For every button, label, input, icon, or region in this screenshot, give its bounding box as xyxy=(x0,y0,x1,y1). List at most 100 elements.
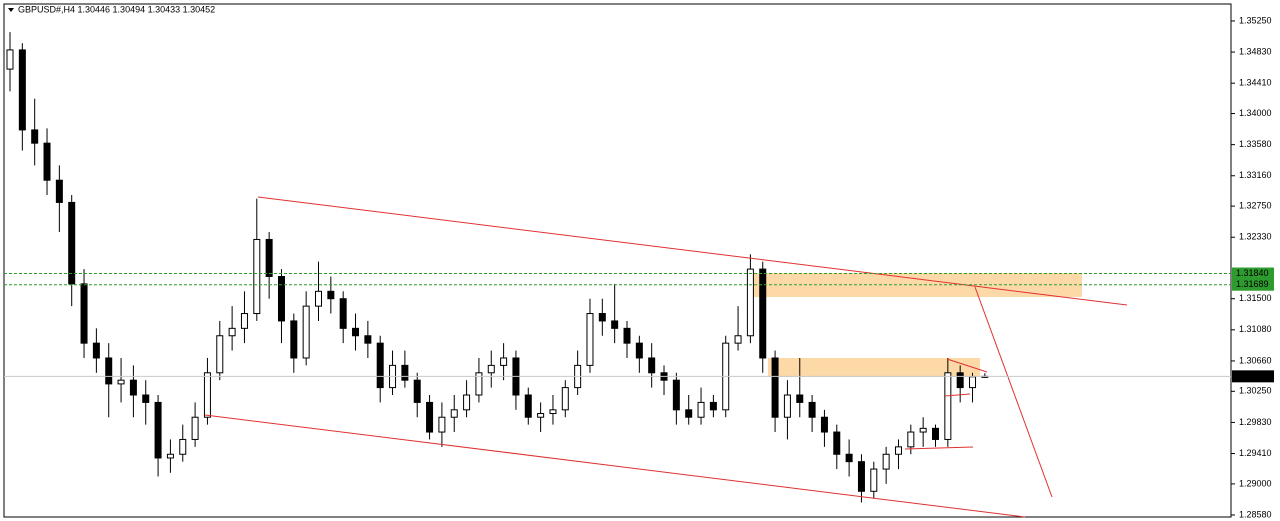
y-tick-label: 1.28580 xyxy=(1239,509,1272,519)
y-tick-label: 1.31500 xyxy=(1239,293,1272,303)
price-label-box xyxy=(1232,267,1274,280)
candle-body xyxy=(92,342,100,359)
y-tick-label: 1.30660 xyxy=(1239,355,1272,365)
candle-body xyxy=(549,409,557,415)
candle-body xyxy=(820,416,828,433)
candle-body xyxy=(907,431,915,448)
plot-frame xyxy=(3,3,1232,518)
candle-body xyxy=(117,379,125,385)
candle-body xyxy=(438,416,446,433)
y-tick-label: 1.33580 xyxy=(1239,139,1272,149)
candle-body xyxy=(105,357,113,385)
candle-body xyxy=(771,357,779,418)
candle-body xyxy=(500,357,508,366)
candle-body xyxy=(709,401,717,411)
trendline xyxy=(946,358,988,373)
candle-body xyxy=(759,268,767,359)
y-tick-label: 1.34830 xyxy=(1239,46,1272,56)
candle-body xyxy=(55,179,63,203)
candle-body xyxy=(894,446,902,455)
y-tick-label: 1.32330 xyxy=(1239,232,1272,242)
candle-body xyxy=(240,313,248,329)
candle-body xyxy=(154,401,162,459)
candle-body xyxy=(956,372,964,389)
chart-title: GBPUSD#,H4 1.30446 1.30494 1.30433 1.304… xyxy=(18,4,215,14)
candle-body xyxy=(537,413,545,418)
candle-body xyxy=(253,238,261,315)
candle-body xyxy=(882,453,890,470)
candle-body xyxy=(290,320,298,359)
candle-body xyxy=(870,468,878,492)
candle-body xyxy=(179,438,187,455)
candle-body xyxy=(734,335,742,344)
candle-body xyxy=(697,401,705,418)
price-label: 1.30452 xyxy=(1236,371,1269,381)
y-tick-label: 1.29000 xyxy=(1239,478,1272,488)
candle-body xyxy=(191,416,199,440)
candle-body xyxy=(129,379,137,396)
candle-body xyxy=(426,401,434,433)
candle-body xyxy=(833,431,841,455)
candle-body xyxy=(216,335,224,374)
candle-body xyxy=(611,320,619,329)
menu-arrow[interactable] xyxy=(8,8,14,12)
candle-body xyxy=(339,298,347,329)
candle-body xyxy=(944,372,952,440)
candle-body xyxy=(352,327,360,337)
candle-body xyxy=(80,283,88,344)
candle-body xyxy=(808,401,816,418)
price-label-box xyxy=(1232,278,1274,291)
candle-body xyxy=(463,394,471,411)
candle-body xyxy=(265,238,273,277)
candle-body xyxy=(376,342,384,389)
projection-line xyxy=(974,286,1053,498)
candle-body xyxy=(561,387,569,411)
y-tick-label: 1.33160 xyxy=(1239,170,1272,180)
candle-body xyxy=(586,313,594,366)
candle-body xyxy=(845,453,853,463)
y-tick-label: 1.34410 xyxy=(1239,78,1272,88)
candle-body xyxy=(277,275,285,322)
trendlines xyxy=(204,196,1128,518)
candle-body xyxy=(932,427,939,440)
candle-body xyxy=(315,290,322,307)
candle-body xyxy=(68,201,76,285)
price-label: 1.31840 xyxy=(1236,268,1269,278)
candle-body xyxy=(598,313,606,322)
candle-body xyxy=(166,453,174,459)
trendline xyxy=(944,393,971,397)
y-tick-label: 1.30250 xyxy=(1239,386,1272,396)
candle-body xyxy=(228,327,236,337)
y-tick-label: 1.35250 xyxy=(1239,15,1272,25)
candle-body xyxy=(203,372,211,418)
candle-body xyxy=(142,394,150,403)
candle-body xyxy=(919,427,927,433)
candle-body xyxy=(783,394,791,418)
candle-body xyxy=(475,372,483,396)
candle-body xyxy=(635,342,643,359)
y-tick-label: 1.34000 xyxy=(1239,108,1272,118)
candle-body xyxy=(672,379,680,411)
y-tick-label: 1.29830 xyxy=(1239,417,1272,427)
candle-body xyxy=(685,409,693,418)
candle-body xyxy=(796,394,804,403)
candle-body xyxy=(413,379,421,403)
supply-zone xyxy=(768,358,980,377)
trendline xyxy=(257,196,1128,306)
y-tick-label: 1.31080 xyxy=(1239,324,1272,334)
candle-body xyxy=(648,357,656,374)
candle-body xyxy=(327,290,335,300)
candle-body xyxy=(302,305,310,359)
candles xyxy=(6,32,989,503)
candle-body xyxy=(969,376,977,389)
price-label-box xyxy=(1232,370,1274,383)
y-tick-label: 1.32750 xyxy=(1239,201,1272,211)
candle-body xyxy=(18,49,26,131)
candle-body xyxy=(31,129,39,144)
candle-body xyxy=(524,394,532,418)
candle-body xyxy=(623,327,631,344)
candle-body xyxy=(364,335,372,344)
trendline xyxy=(904,446,974,450)
